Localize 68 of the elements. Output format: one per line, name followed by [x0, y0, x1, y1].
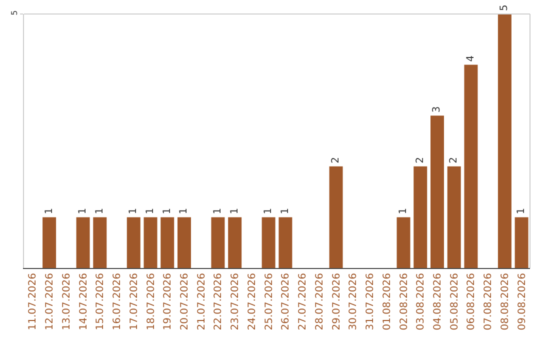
x-tick-label: 21.07.2026 — [196, 273, 208, 330]
bar — [278, 217, 292, 268]
data-label: 3 — [432, 106, 443, 113]
x-tick-label: 14.07.2026 — [78, 273, 90, 330]
x-tick-label: 06.08.2026 — [466, 273, 478, 330]
bar — [126, 217, 140, 268]
x-tick-label: 31.07.2026 — [365, 273, 376, 330]
bar — [144, 217, 158, 268]
data-label: 1 — [263, 208, 274, 214]
x-tick-label: 18.07.2026 — [146, 273, 157, 330]
x-tick-label: 05.08.2026 — [449, 273, 460, 330]
bar — [447, 166, 461, 268]
x-tick-label: 15.07.2026 — [95, 273, 106, 330]
x-tick-label: 30.07.2026 — [348, 273, 360, 330]
bar — [93, 217, 107, 268]
x-tick-label: 02.08.2026 — [398, 273, 410, 330]
bar — [42, 217, 56, 268]
x-tick-label: 08.08.2026 — [500, 273, 511, 330]
bar — [228, 217, 242, 268]
data-label: 1 — [162, 208, 173, 214]
x-tick-label: 01.08.2026 — [382, 273, 393, 330]
bar — [514, 217, 528, 268]
bar — [211, 217, 225, 268]
x-tick-label: 03.08.2026 — [416, 273, 427, 330]
bar — [430, 116, 444, 268]
data-label: 1 — [78, 208, 89, 214]
data-label: 1 — [516, 208, 528, 214]
data-label: 1 — [145, 208, 156, 214]
data-label: 1 — [229, 208, 240, 214]
data-label: 2 — [448, 157, 460, 164]
data-label: 5 — [499, 4, 510, 11]
x-tick-label: 20.07.2026 — [179, 273, 190, 330]
x-tick-label: 17.07.2026 — [128, 273, 140, 330]
x-tick-label: 11.07.2026 — [28, 273, 39, 330]
bar — [262, 217, 276, 268]
x-tick-label: 13.07.2026 — [61, 273, 72, 330]
data-label: 2 — [330, 157, 342, 164]
data-label: 1 — [280, 208, 291, 214]
x-tick-label: 24.07.2026 — [246, 273, 258, 330]
bar — [498, 14, 512, 268]
x-tick-label: 25.07.2026 — [264, 273, 275, 330]
x-tick-label: 27.07.2026 — [298, 273, 309, 330]
data-label: 2 — [414, 157, 426, 164]
x-tick-label: 28.07.2026 — [314, 273, 326, 330]
bar — [396, 217, 410, 268]
x-tick-label: 16.07.2026 — [112, 273, 124, 330]
x-tick-label: 12.07.2026 — [44, 273, 56, 330]
bar — [414, 166, 428, 268]
data-label: 1 — [178, 208, 190, 214]
x-tick-label: 22.07.2026 — [213, 273, 224, 330]
x-tick-label: 04.08.2026 — [432, 273, 444, 330]
data-label: 1 — [44, 208, 55, 214]
bar — [160, 217, 174, 268]
x-tick-label: 19.07.2026 — [162, 273, 174, 330]
data-label: 1 — [128, 208, 140, 214]
x-tick-label: 26.07.2026 — [280, 273, 292, 330]
data-label: 1 — [94, 208, 106, 214]
bar — [76, 217, 90, 268]
data-label: 1 — [398, 208, 409, 214]
x-tick-label: 29.07.2026 — [331, 273, 342, 330]
x-tick-label: 09.08.2026 — [516, 273, 528, 330]
data-label: 1 — [212, 208, 224, 214]
x-tick-label: 07.08.2026 — [483, 273, 494, 330]
x-tick-label: 23.07.2026 — [230, 273, 242, 330]
bar — [329, 166, 343, 268]
bar — [464, 64, 478, 268]
bar — [177, 217, 191, 268]
data-label: 4 — [465, 55, 476, 62]
